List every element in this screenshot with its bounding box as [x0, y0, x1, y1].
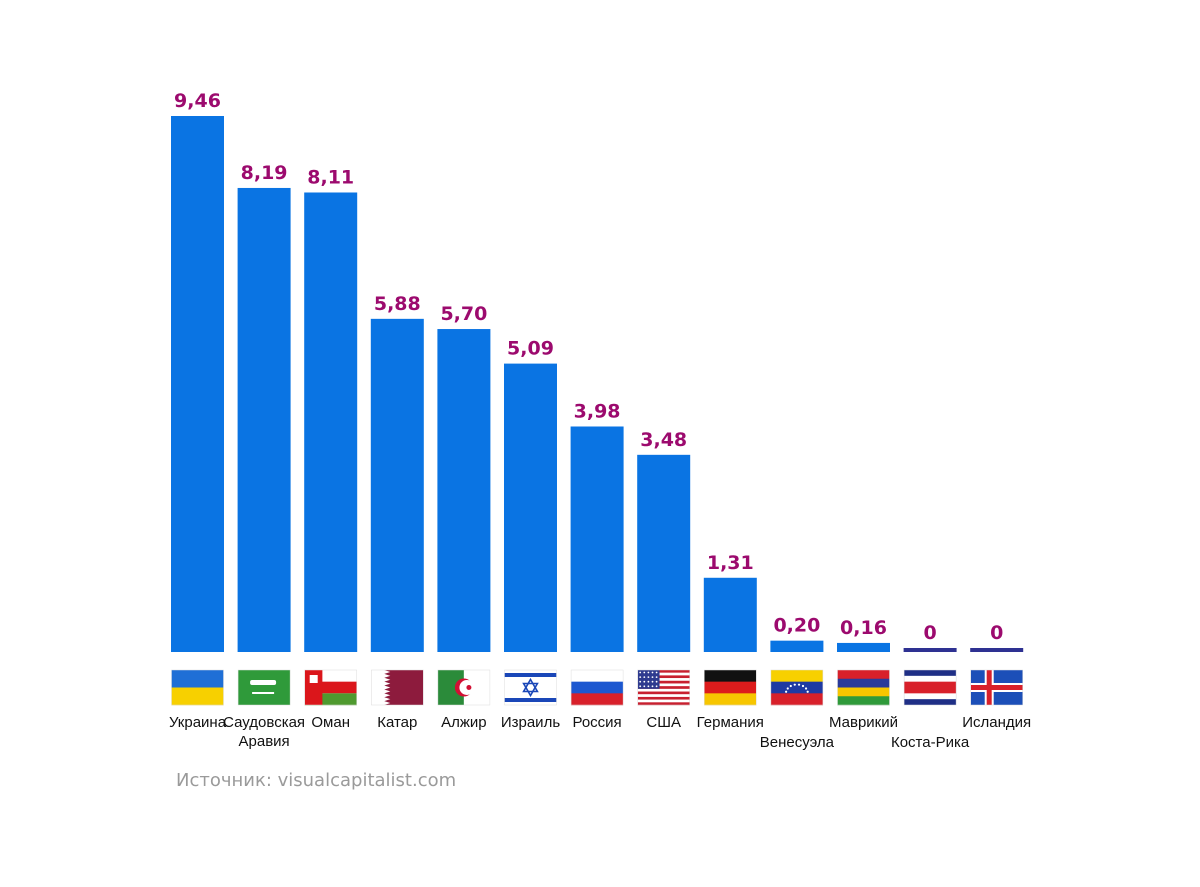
israel-flag-icon	[504, 669, 557, 706]
germany-flag-icon	[704, 669, 757, 706]
bar	[637, 454, 691, 652]
category-label: Катар	[377, 714, 417, 731]
category-label: Маврикий	[829, 714, 898, 731]
saudi-arabia-flag-icon	[237, 669, 291, 706]
category-label: Аравия	[239, 733, 290, 750]
bar	[437, 329, 491, 652]
qatar-flag-icon	[371, 669, 424, 706]
bar	[304, 192, 358, 653]
category-label: Алжир	[441, 714, 487, 731]
bar	[171, 116, 224, 652]
category-label: Израиль	[501, 714, 560, 731]
category-label: Коста-Рика	[891, 734, 970, 751]
category-label: Исландия	[962, 714, 1031, 731]
data-label: 0,16	[840, 617, 887, 639]
data-label: 0	[990, 622, 1003, 644]
data-label: 3,48	[640, 429, 687, 451]
data-label: 0,20	[773, 615, 820, 637]
oman-flag-icon	[304, 669, 357, 706]
bar	[570, 426, 624, 652]
data-label: 9,46	[174, 90, 221, 112]
source-note: Источник: visualcapitalist.com	[176, 770, 457, 791]
category-label: Оман	[311, 714, 350, 731]
category-label: Саудовская	[223, 714, 305, 731]
mauritius-flag-icon	[837, 669, 890, 706]
bar	[703, 577, 757, 652]
usa-flag-icon	[637, 669, 690, 706]
bar	[237, 187, 291, 653]
data-label: 0	[923, 622, 936, 644]
algeria-flag-icon	[437, 669, 491, 706]
data-label: 3,98	[574, 400, 621, 422]
data-label: 5,70	[440, 303, 487, 325]
bar	[903, 648, 957, 652]
data-label: 5,09	[507, 338, 554, 360]
venezuela-flag-icon	[770, 669, 824, 706]
data-label: 5,88	[374, 293, 421, 315]
data-label: 8,11	[307, 166, 354, 188]
category-label: Германия	[697, 714, 764, 731]
bar	[504, 363, 557, 652]
bar	[970, 648, 1024, 652]
bar	[770, 640, 824, 652]
ukraine-flag-icon	[171, 669, 224, 706]
russia-flag-icon	[570, 669, 624, 706]
category-label: Украина	[169, 714, 227, 731]
data-label: 8,19	[241, 162, 288, 184]
bar	[837, 642, 890, 652]
bar	[370, 318, 424, 652]
iceland-flag-icon	[970, 669, 1023, 706]
category-label: США	[646, 714, 681, 731]
category-label: Россия	[572, 714, 621, 731]
category-label: Венесуэла	[760, 734, 835, 751]
data-label: 1,31	[707, 552, 754, 574]
costa-rica-flag-icon	[903, 669, 957, 706]
